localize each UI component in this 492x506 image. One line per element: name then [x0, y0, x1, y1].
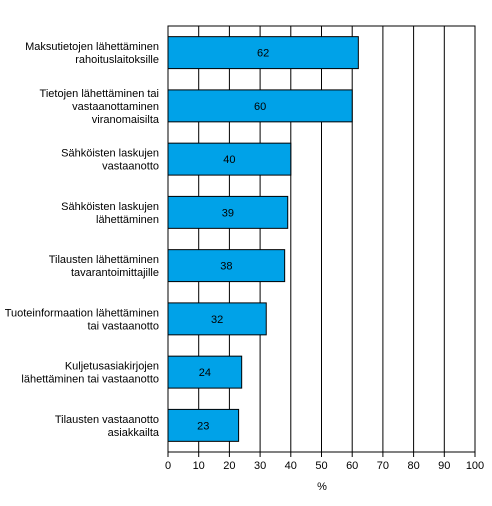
bar-8 — [167, 408, 240, 442]
x-tick-label-90: 90 — [438, 460, 450, 472]
category-label-line: tai vastaanotto — [87, 320, 159, 332]
category-label-line: viranomaisilta — [92, 114, 160, 126]
x-tick-label-10: 10 — [193, 460, 205, 472]
data-label-5: 38 — [220, 261, 232, 273]
x-axis: 0 10 20 30 40 50 60 70 80 90 100 — [165, 452, 484, 472]
category-label-line: Tilausten lähettäminen — [49, 254, 159, 266]
category-label-8: Tilausten vastaanotto asiakkailta — [55, 414, 160, 439]
category-label-line: Sähköisten laskujen — [61, 201, 159, 213]
data-label-2: 60 — [254, 101, 266, 113]
bar-6 — [167, 302, 267, 336]
x-tick-label-70: 70 — [377, 460, 389, 472]
category-label-line: asiakkailta — [108, 427, 160, 439]
x-tick-label-80: 80 — [407, 460, 419, 472]
bar-1 — [167, 36, 359, 70]
category-label-4: Sähköisten laskujen lähettäminen — [61, 201, 159, 226]
bar-2 — [167, 89, 353, 123]
data-label-7: 24 — [199, 367, 211, 379]
category-label-line: rahoituslaitoksille — [75, 54, 159, 66]
category-label-line: vastaanottaminen — [72, 101, 159, 113]
bars — [167, 36, 359, 442]
data-label-1: 62 — [257, 48, 269, 60]
category-label-line: Kuljetusasiakirjojen — [65, 361, 159, 373]
category-label-line: lähettäminen — [96, 214, 159, 226]
data-label-3: 40 — [223, 154, 235, 166]
x-tick-label-30: 30 — [254, 460, 266, 472]
x-tick-label-60: 60 — [346, 460, 358, 472]
category-label-line: tavarantoimittajille — [71, 267, 159, 279]
category-label-line: Sähköisten laskujen — [61, 148, 159, 160]
category-label-1: Maksutietojen lähettäminen rahoituslaitok… — [25, 41, 159, 66]
data-labels: 62 60 40 39 38 32 24 23 — [197, 48, 269, 433]
category-label-7: Kuljetusasiakirjojen lähettäminen tai vas… — [21, 361, 159, 386]
category-label-5: Tilausten lähettäminen tavarantoimittajil… — [49, 254, 159, 279]
category-label-line: Tilausten vastaanotto — [55, 414, 159, 426]
category-label-line: Tuoteinformaation lähettäminen — [5, 307, 159, 319]
category-label-line: Tietojen lähettäminen tai — [40, 88, 159, 100]
category-label-6: Tuoteinformaation lähettäminen tai vastaa… — [5, 307, 159, 332]
data-label-6: 32 — [211, 314, 223, 326]
bar-5 — [167, 249, 286, 283]
category-labels: Maksutietojen lähettäminen rahoituslaitok… — [5, 41, 160, 439]
category-label-2: Tietojen lähettäminen tai vastaanottamine… — [40, 88, 160, 126]
data-label-4: 39 — [222, 207, 234, 219]
x-tick-label-100: 100 — [466, 460, 484, 472]
category-label-3: Sähköisten laskujen vastaanotto — [61, 148, 159, 173]
bar-4 — [167, 195, 289, 229]
bar-7 — [167, 355, 243, 389]
x-tick-label-40: 40 — [285, 460, 297, 472]
data-label-8: 23 — [197, 420, 209, 432]
x-axis-title: % — [317, 481, 327, 493]
bar-3 — [167, 142, 292, 176]
category-label-line: Maksutietojen lähettäminen — [25, 41, 159, 53]
x-tick-label-20: 20 — [223, 460, 235, 472]
x-tick-label-50: 50 — [315, 460, 327, 472]
category-label-line: lähettäminen tai vastaanotto — [21, 374, 159, 386]
category-label-line: vastaanotto — [102, 161, 159, 173]
x-tick-label-0: 0 — [165, 460, 171, 472]
